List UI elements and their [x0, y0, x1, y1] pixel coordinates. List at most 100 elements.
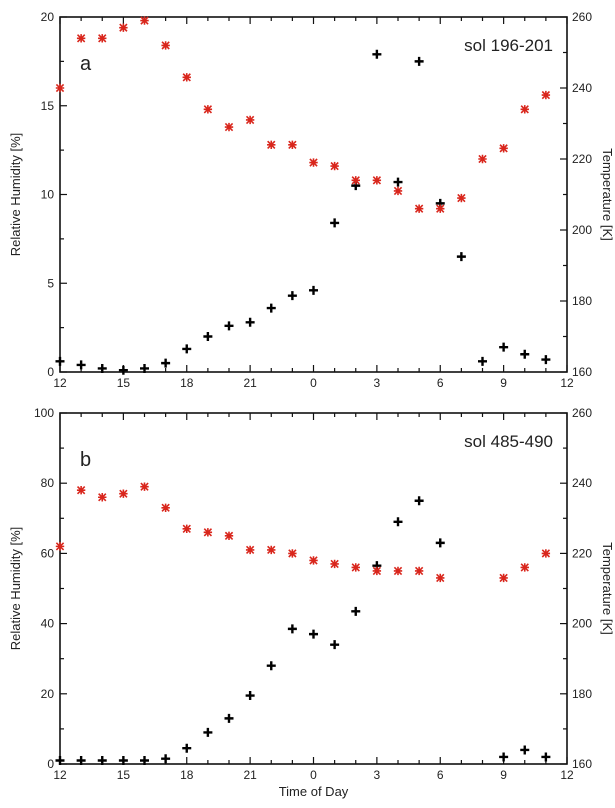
y-right-axis-title: Temperature [K] [600, 542, 615, 635]
temperature-point [267, 545, 276, 555]
x-tick-label: 12 [53, 376, 67, 390]
temperature-point [393, 566, 403, 576]
x-tick-label: 3 [374, 376, 381, 390]
humidity-point [499, 342, 509, 352]
humidity-point [203, 727, 213, 737]
temperature-point [203, 105, 213, 114]
y-right-tick-label: 240 [572, 81, 592, 95]
y-left-tick-label: 5 [47, 276, 54, 290]
temperature-point [499, 573, 508, 583]
sol-range-annotation: sol 196-201 [464, 36, 553, 55]
y-left-tick-label: 0 [47, 757, 54, 771]
y-right-tick-label: 180 [572, 687, 592, 701]
humidity-point [161, 754, 171, 764]
humidity-point [55, 755, 65, 765]
temperature-point [393, 186, 403, 196]
x-axis-title: Time of Day [279, 784, 349, 799]
y-right-tick-label: 240 [572, 476, 592, 490]
temperature-point [372, 566, 382, 576]
panel-letter: a [80, 53, 92, 75]
temperature-point [182, 73, 191, 82]
y-right-tick-label: 260 [572, 406, 592, 420]
temperature-point [267, 140, 276, 149]
y-left-axis-title: Relative Humidity [%] [8, 133, 23, 257]
humidity-point [245, 691, 255, 701]
humidity-point [224, 321, 234, 331]
humidity-point [309, 285, 318, 295]
x-tick-label: 15 [117, 376, 131, 390]
humidity-point [161, 358, 171, 368]
temperature-point [245, 115, 255, 125]
humidity-point [203, 332, 213, 341]
temperature-point [541, 90, 551, 100]
humidity-point [372, 49, 382, 59]
x-tick-label: 21 [243, 376, 257, 390]
chart-panel-b: 12 15 18 21 0 3 6 9 1202040608010016018020022024… [8, 406, 615, 799]
humidity-point [287, 624, 297, 634]
temperature-point [309, 556, 318, 565]
y-left-tick-label: 80 [41, 476, 55, 490]
humidity-point [499, 752, 509, 762]
temperature-point [520, 105, 529, 114]
y-right-tick-label: 160 [572, 757, 592, 771]
temperature-point [499, 144, 508, 153]
x-tick-label: 12 [53, 768, 67, 782]
x-tick-label: 9 [500, 768, 507, 782]
temperature-point [161, 41, 170, 50]
plot-frame [59, 412, 568, 765]
temperature-point [309, 158, 318, 167]
x-tick-label: 6 [437, 768, 444, 782]
humidity-point [414, 56, 424, 66]
humidity-point [456, 252, 466, 262]
humidity-point [266, 661, 276, 671]
y-left-tick-label: 0 [47, 365, 54, 379]
humidity-point [118, 755, 128, 765]
temperature-point [224, 531, 234, 541]
humidity-point [541, 752, 551, 762]
temperature-point [245, 545, 255, 555]
y-left-tick-label: 60 [41, 546, 55, 560]
x-tick-label: 21 [243, 768, 257, 782]
sol-range-annotation: sol 485-490 [464, 432, 553, 451]
humidity-point [182, 344, 192, 354]
y-right-tick-label: 220 [572, 546, 592, 560]
temperature-point [76, 34, 86, 43]
temperature-point [436, 204, 445, 213]
x-tick-label: 18 [180, 376, 194, 390]
panel-letter: b [80, 449, 91, 471]
humidity-point [76, 360, 86, 370]
y-right-tick-label: 160 [572, 365, 592, 379]
humidity-point [330, 218, 340, 228]
humidity-point [97, 755, 107, 765]
temperature-point [330, 161, 339, 171]
temperature-point [119, 23, 128, 32]
humidity-point [266, 303, 276, 313]
y-right-tick-label: 200 [572, 223, 592, 237]
temperature-point [98, 493, 107, 502]
temperature-point [541, 549, 551, 558]
plot-frame [59, 16, 568, 373]
temperature-point [520, 563, 529, 572]
x-tick-label: 0 [310, 376, 317, 390]
humidity-point [541, 355, 551, 365]
chart-panel-a: 12 15 18 21 0 3 6 9 1205101520160180200220240260… [8, 10, 615, 390]
temperature-point [330, 559, 339, 569]
temperature-point [140, 16, 149, 25]
x-tick-label: 3 [374, 768, 381, 782]
humidity-point [309, 629, 318, 639]
humidity-point [435, 538, 445, 548]
humidity-point [245, 317, 255, 327]
humidity-point [140, 755, 149, 765]
temperature-point [119, 489, 128, 498]
temperature-point [98, 34, 107, 43]
y-right-axis-title: Temperature [K] [600, 148, 615, 241]
humidity-point [330, 640, 340, 650]
humidity-point [287, 291, 297, 301]
x-tick-label: 9 [500, 376, 507, 390]
x-tick-label: 12 [560, 768, 574, 782]
temperature-point [457, 193, 466, 203]
y-right-tick-label: 200 [572, 617, 592, 631]
temperature-point [351, 176, 360, 185]
temperature-point [140, 482, 149, 491]
